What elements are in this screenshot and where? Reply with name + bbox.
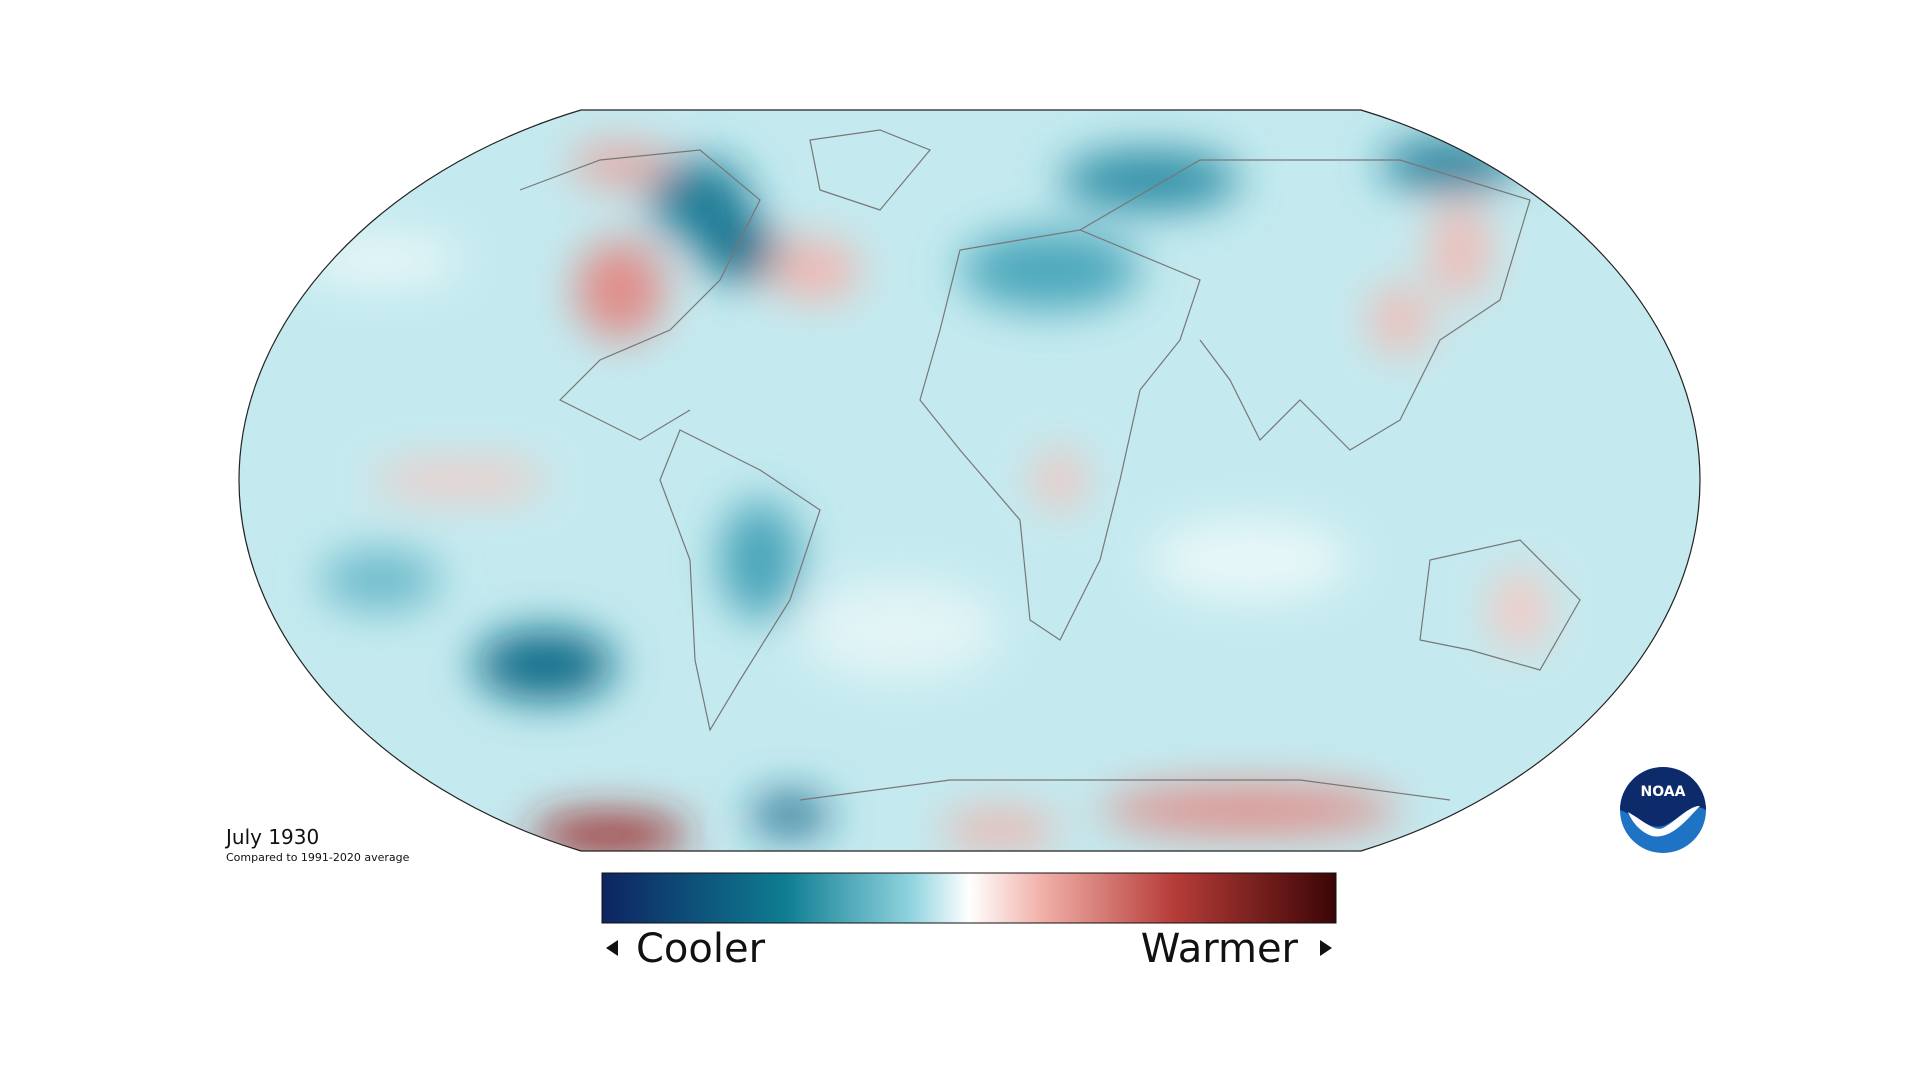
map-outline [238, 109, 1701, 852]
color-bar [601, 872, 1337, 924]
anomaly-map [239, 110, 1700, 851]
coastlines [519, 129, 1581, 801]
arrow-right [1320, 940, 1332, 956]
legend-low: Cooler [636, 926, 766, 972]
arrow-left [606, 940, 618, 956]
logo-text: NOAA [1641, 784, 1686, 800]
noaa-logo: NOAA [1620, 767, 1706, 853]
subtitle: Compared to 1991-2020 average [226, 851, 410, 864]
legend-high: Warmer [1141, 926, 1299, 972]
title: July 1930 [224, 825, 319, 849]
